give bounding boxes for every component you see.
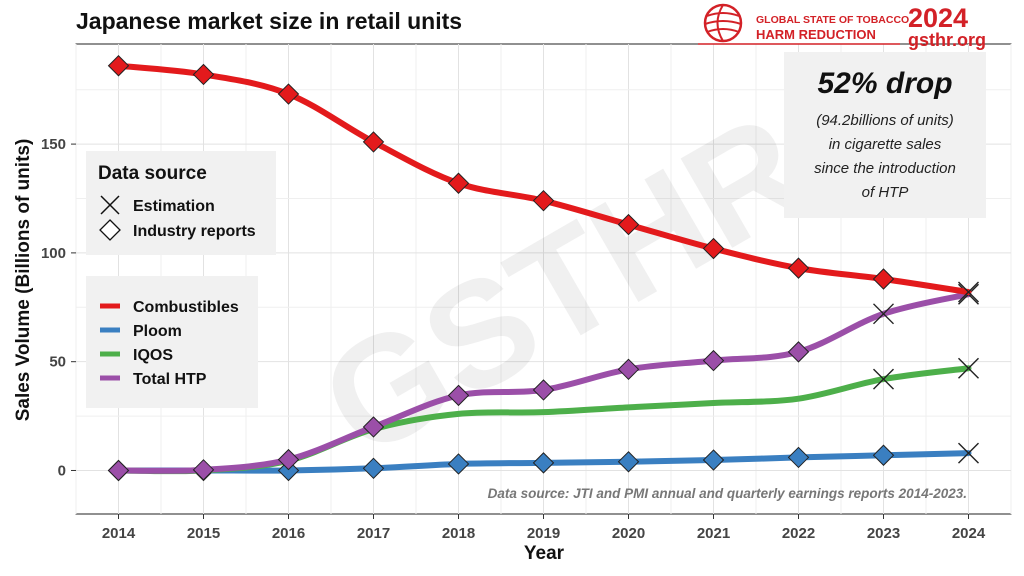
x-tick-label: 2018 <box>442 525 475 542</box>
x-tick-label: 2019 <box>527 525 560 542</box>
legend-item-industry-reports: Industry reports <box>133 223 256 240</box>
callout-box: 52% drop (94.2billions of units) in ciga… <box>784 52 986 218</box>
data-point-diamond <box>362 416 385 438</box>
data-point-diamond <box>277 448 300 471</box>
data-point-diamond <box>787 257 810 279</box>
data-point-diamond <box>787 341 810 363</box>
data-point-diamond <box>277 83 300 105</box>
y-tick-label: 100 <box>41 245 66 262</box>
data-point-diamond <box>617 358 640 381</box>
y-tick-label: 0 <box>58 462 66 479</box>
cross-stroke <box>873 368 894 390</box>
data-source-legend: Data source Estimation Industry reports <box>86 151 276 255</box>
callout-line-4: of HTP <box>862 184 909 201</box>
data-point-cross <box>958 442 979 464</box>
data-point-diamond <box>532 452 555 474</box>
data-point-cross <box>873 368 894 390</box>
x-tick-label: 2020 <box>612 525 645 542</box>
x-tick-label: 2021 <box>697 525 730 542</box>
chart-title: Japanese market size in retail units <box>76 8 462 34</box>
x-tick-label: 2015 <box>187 525 220 542</box>
callout-line-1: (94.2billions of units) <box>816 112 954 129</box>
data-point-diamond <box>787 446 810 469</box>
data-point-diamond <box>277 459 300 482</box>
data-point-diamond <box>362 131 385 153</box>
cross-stroke <box>958 281 979 303</box>
data-point-diamond <box>872 268 895 290</box>
data-point-diamond <box>617 213 640 236</box>
callout-line-3: since the introduction <box>814 160 956 177</box>
y-tick-label: 50 <box>49 354 66 371</box>
data-point-diamond <box>447 384 470 407</box>
x-tick-label: 2024 <box>952 525 986 542</box>
logo-url: gsthr.org <box>908 30 986 50</box>
data-point-diamond <box>617 451 640 473</box>
cross-marker-icon <box>100 195 120 215</box>
legend-item-estimation: Estimation <box>133 198 215 215</box>
data-point-diamond <box>702 237 725 260</box>
x-tick-label: 2016 <box>272 525 305 542</box>
legend-label-combustibles: Combustibles <box>133 299 239 316</box>
cross-stroke <box>958 442 979 464</box>
logo-line-2: HARM REDUCTION <box>756 27 876 42</box>
callout-line-2: in cigarette sales <box>829 136 942 153</box>
legend-label-ploom: Ploom <box>133 323 182 340</box>
cross-stroke <box>873 303 894 325</box>
x-axis-title: Year <box>524 543 565 564</box>
data-point-diamond <box>447 172 470 194</box>
series-legend: Combustibles Ploom IQOS Total HTP <box>86 276 258 408</box>
data-point-diamond <box>702 449 725 471</box>
series-total-htp <box>107 283 979 482</box>
y-tick-label: 150 <box>41 136 66 153</box>
data-point-diamond <box>192 459 215 481</box>
data-point-diamond <box>192 63 215 86</box>
x-axis-ticks: 2014 2015 2016 2017 2018 2019 2020 2021 2022 2023… <box>102 514 986 542</box>
series-combustibles <box>107 55 979 303</box>
gsthr-logo: GLOBAL STATE OF TOBACCO HARM REDUCTION 2… <box>698 3 986 50</box>
cross-stroke <box>958 357 979 379</box>
data-point-diamond <box>532 189 555 212</box>
source-note: Data source: JTI and PMI annual and quar… <box>488 486 967 501</box>
data-point-diamond <box>362 457 385 480</box>
data-point-cross <box>873 303 894 325</box>
legend-label-total-htp: Total HTP <box>133 371 207 388</box>
y-axis-title: Sales Volume (Billions of units) <box>13 139 34 422</box>
data-point-diamond <box>107 55 130 77</box>
x-tick-label: 2022 <box>782 525 815 542</box>
data-point-cross <box>958 281 979 303</box>
logo-year: 2024 <box>908 3 968 33</box>
series-layer <box>107 55 979 482</box>
x-tick-label: 2017 <box>357 525 390 542</box>
logo-line-1: GLOBAL STATE OF TOBACCO <box>756 14 909 26</box>
x-tick-label: 2014 <box>102 525 136 542</box>
y-axis-ticks: 0 50 100 150 <box>41 136 76 479</box>
data-point-cross <box>958 357 979 379</box>
diamond-marker-icon <box>99 219 121 241</box>
data-point-diamond <box>532 379 555 401</box>
x-tick-label: 2023 <box>867 525 900 542</box>
data-point-diamond <box>872 444 895 466</box>
data-point-diamond <box>447 453 470 475</box>
callout-headline: 52% drop <box>817 67 952 100</box>
legend-label-iqos: IQOS <box>133 347 173 364</box>
data-point-diamond <box>107 459 130 482</box>
globe-icon <box>703 3 743 43</box>
data-source-legend-title: Data source <box>98 163 207 184</box>
data-point-diamond <box>702 349 725 372</box>
